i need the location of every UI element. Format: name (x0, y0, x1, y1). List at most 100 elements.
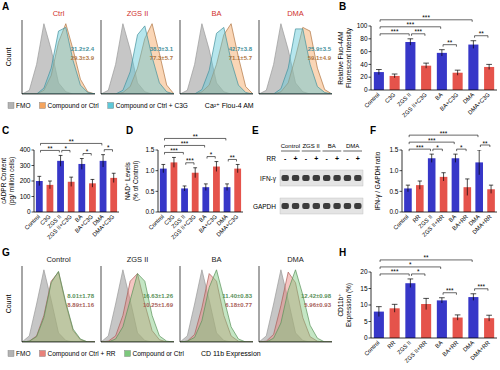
y-tick-label: 200 (20, 177, 31, 184)
histogram-area (101, 26, 174, 94)
annotation: 21.2±2.4 (71, 46, 95, 52)
error-bar (80, 159, 84, 170)
y-tick-label: 400 (20, 146, 31, 153)
error-bar (215, 162, 219, 172)
bar (234, 169, 241, 212)
panel-label: H (339, 247, 346, 258)
x-tick-label: ZGS II+RR (403, 339, 427, 363)
group-label: Control (281, 143, 300, 149)
x-tick-label: ZGS II+C3G (46, 213, 73, 240)
bar (405, 283, 415, 338)
lane-sign: - (284, 155, 287, 162)
significance-label: * (409, 261, 412, 268)
bar (437, 300, 447, 338)
x-tick-label: ZGS II+RR (421, 213, 445, 237)
histogram-area (101, 274, 174, 342)
plot-area (22, 24, 95, 94)
legend-label: Compound or Ctrl (133, 350, 185, 358)
y-tick-label: 20 (360, 268, 368, 275)
plot-area (374, 39, 494, 90)
y-axis-label: Relative Fluo-4AM (337, 31, 344, 84)
blot-band (313, 203, 320, 209)
subplot-title: Control (46, 255, 71, 264)
histogram-area (259, 29, 332, 94)
significance-label: ** (447, 39, 453, 46)
significance-label: * (65, 145, 68, 152)
error-bar (455, 315, 461, 320)
significance-label: *** (422, 14, 430, 21)
histogram-area (22, 271, 95, 342)
bar (171, 162, 178, 212)
histogram-area (101, 274, 174, 342)
y-tick-label: 20 (360, 73, 368, 80)
y-axis-line (402, 150, 403, 212)
y-tick-label: 1.0 (389, 167, 398, 174)
annotation: 6.18±0.77 (225, 302, 252, 308)
significance-label: * (460, 144, 463, 151)
legend-swatch (39, 351, 45, 357)
group-line (343, 151, 362, 152)
lane-sign: - (326, 155, 329, 162)
significance-label: ** (69, 138, 75, 145)
error-bar (112, 173, 116, 182)
error-bar (430, 154, 434, 162)
annotation: 10.25±1.69 (143, 302, 174, 308)
annotation: 8.89±1.16 (67, 302, 94, 308)
y-tick-label: 0.5 (145, 188, 154, 195)
y-axis-line (180, 20, 181, 94)
significance-label: ** (193, 133, 199, 140)
bar (110, 178, 117, 212)
y-axis-line (158, 150, 159, 212)
annotation: 29.3±3.9 (71, 55, 95, 61)
histogram-area (22, 24, 95, 94)
significance-label: *** (170, 147, 178, 154)
error-bar (486, 64, 492, 69)
bar (468, 297, 478, 338)
legend-swatch (108, 103, 114, 109)
x-axis-line (371, 338, 497, 339)
error-bar (489, 185, 493, 193)
x-tick-label: BA+C3G (439, 91, 460, 112)
error-bar (183, 186, 187, 191)
histogram-area (259, 27, 332, 94)
error-bar (423, 298, 429, 309)
annotation: 16.63±1.26 (143, 293, 174, 299)
subplot-title: BA (211, 9, 221, 18)
significance-label: * (86, 148, 89, 155)
x-axis-line (22, 94, 95, 95)
group-label: DMA (346, 143, 359, 149)
error-bar (376, 70, 382, 75)
y-axis-label: (% of Control) (132, 161, 140, 201)
bar (440, 177, 448, 212)
histogram-area (22, 27, 95, 94)
bar (374, 72, 384, 90)
annotation: 25.9±3.5 (308, 46, 332, 52)
panel-label: D (126, 125, 133, 136)
bar (468, 45, 478, 90)
bar (224, 187, 231, 212)
x-axis-line (259, 342, 332, 343)
y-tick-label: 0.0 (389, 208, 398, 215)
blot-band (302, 175, 309, 181)
histogram-area (180, 27, 253, 94)
error-bar (406, 185, 410, 192)
y-axis-label: cADPR Content (0, 158, 7, 204)
histogram-area (101, 24, 174, 94)
significance-label: ** (483, 140, 489, 147)
y-axis-line (22, 20, 23, 94)
error-bar (465, 179, 469, 196)
x-tick-label: BA (434, 339, 444, 349)
bar (453, 73, 463, 90)
y-tick-label: 0.0 (145, 208, 154, 215)
error-bar (408, 39, 414, 45)
x-tick-label: BA+RR (441, 339, 459, 357)
blot-band (354, 203, 361, 209)
blot-band (323, 203, 330, 209)
y-axis-label: (pg/ million cells) (8, 157, 16, 205)
error-bar (455, 70, 461, 75)
significance-label: *** (477, 283, 485, 290)
error-bar (37, 176, 41, 185)
x-axis-line (22, 342, 95, 343)
error-bar (204, 184, 208, 191)
error-bar (471, 294, 477, 301)
